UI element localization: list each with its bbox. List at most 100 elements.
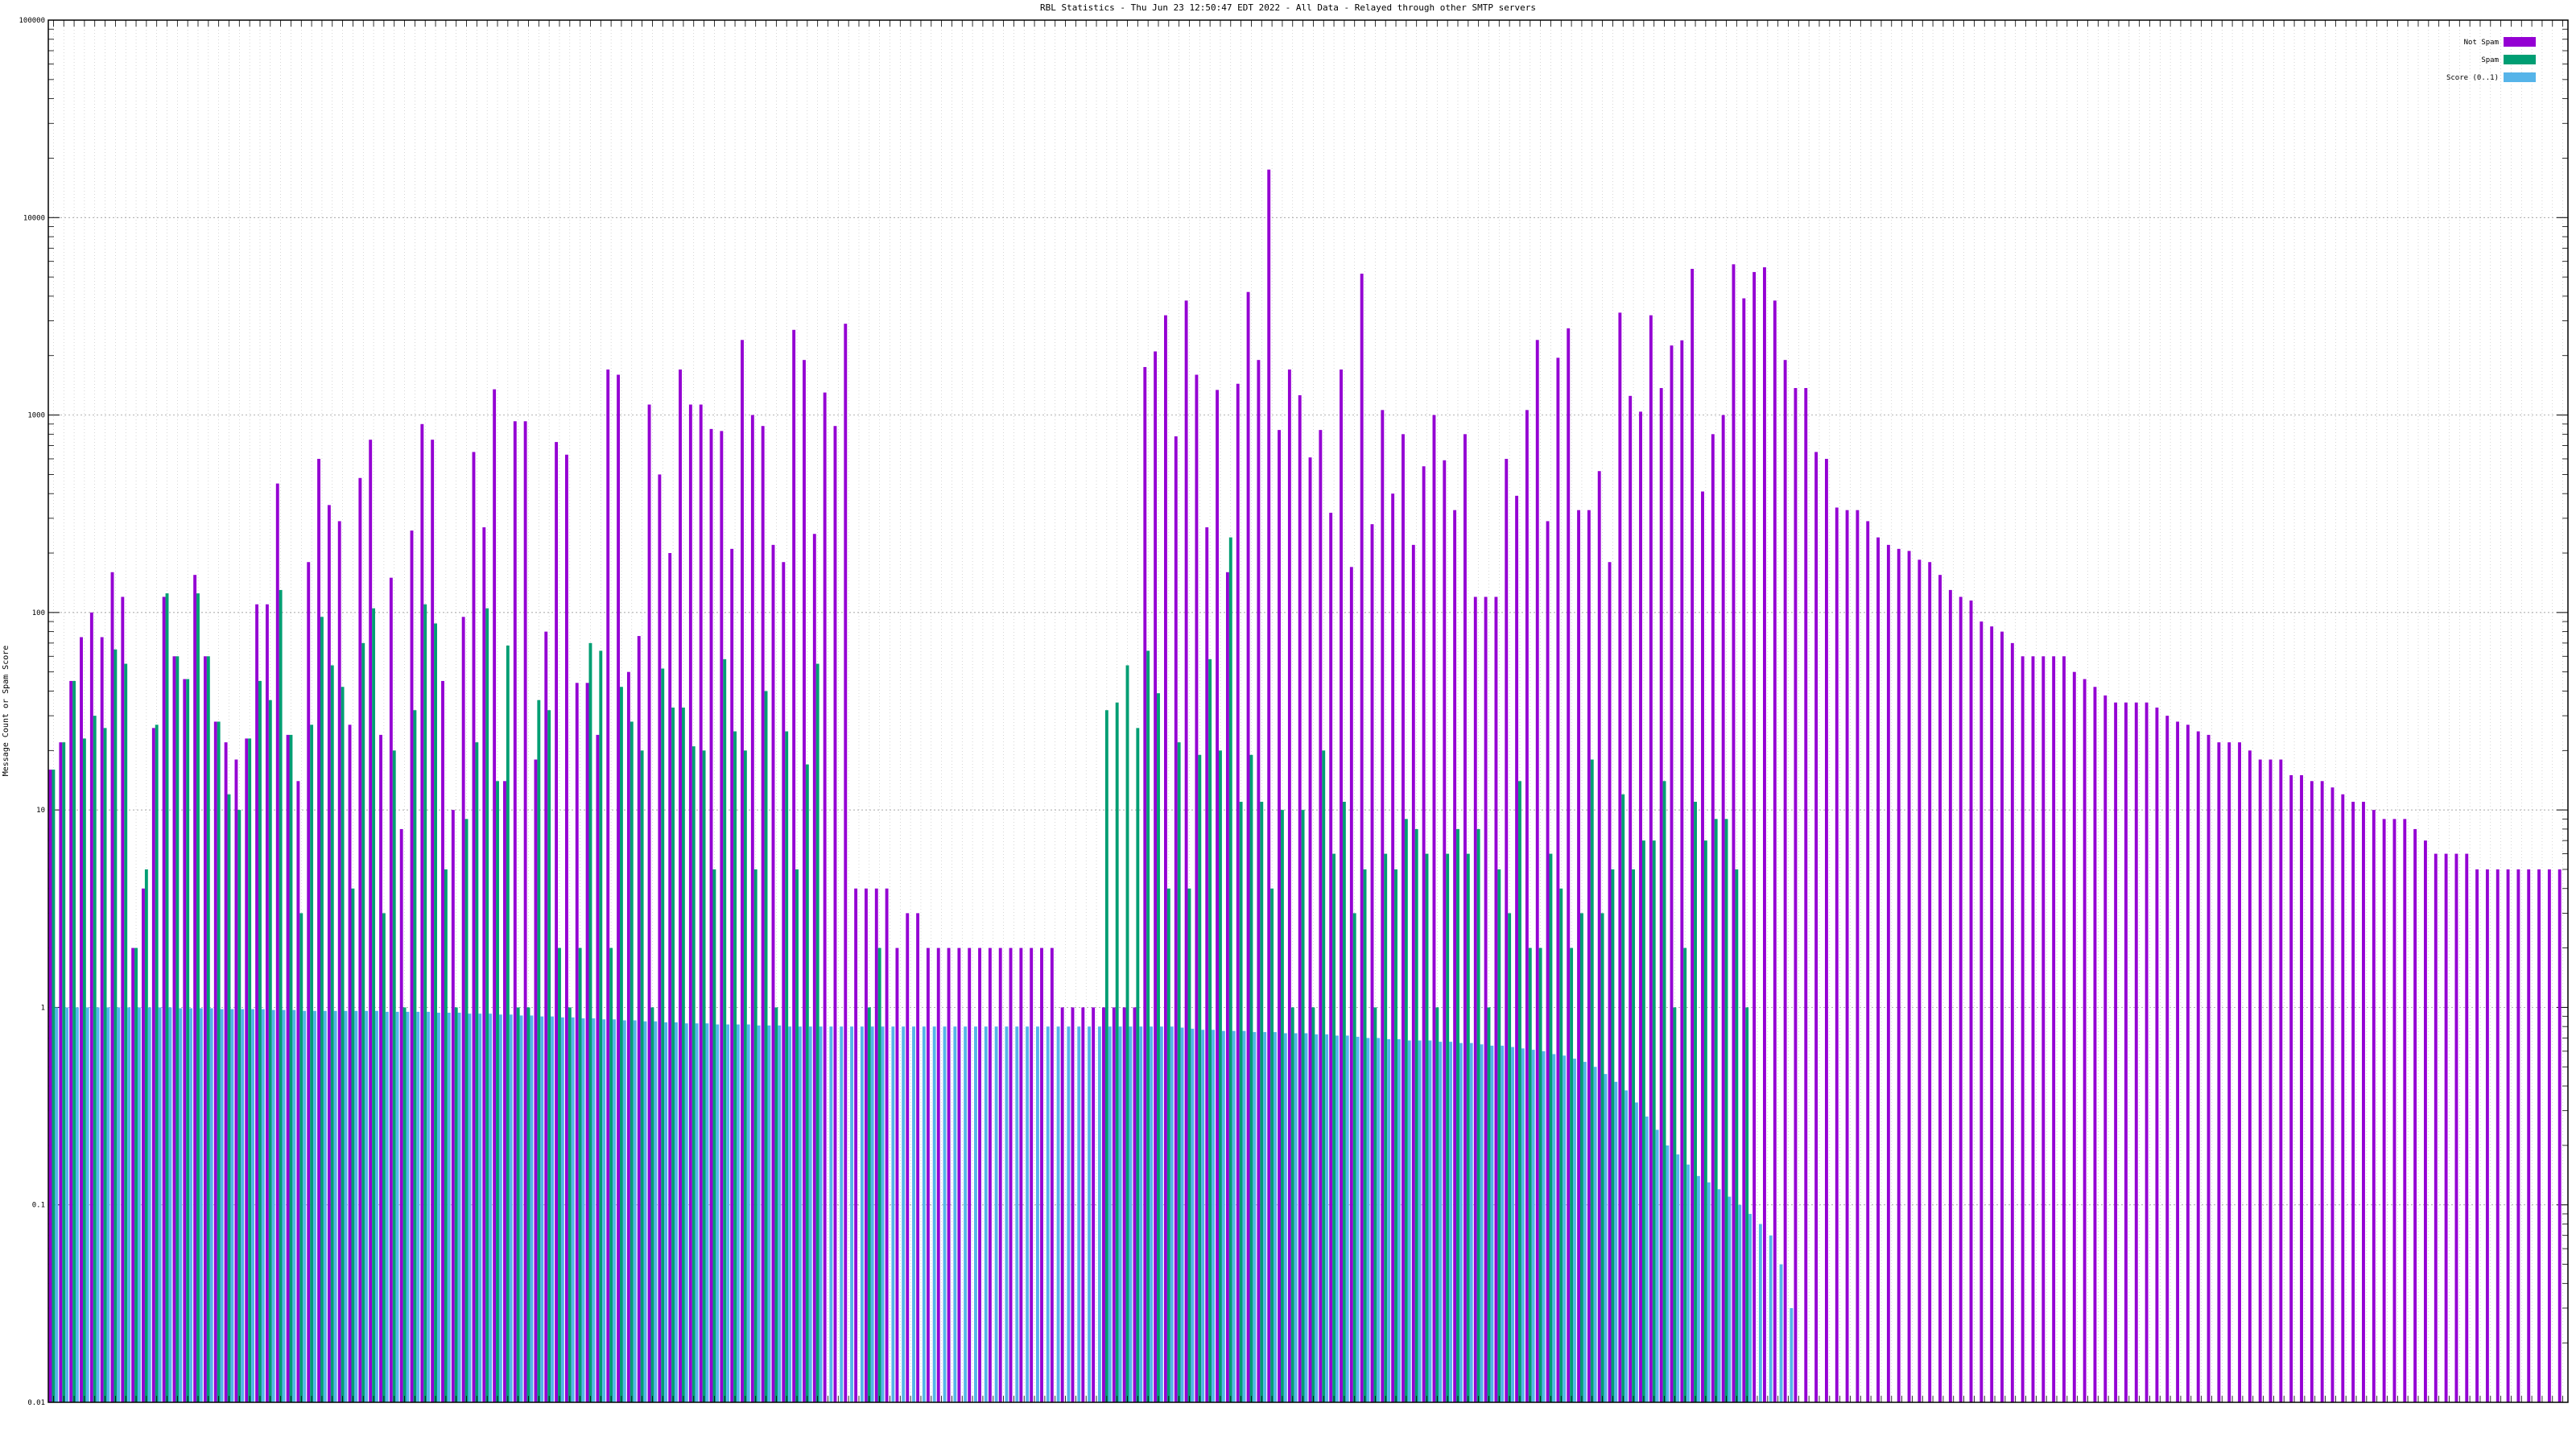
bar-score-0-1 <box>1758 1224 1762 1402</box>
bar-score-0-1 <box>530 1015 534 1402</box>
bar-score-0-1 <box>1573 1059 1576 1402</box>
bar-not-spam <box>771 544 775 1402</box>
bar-not-spam <box>1267 169 1271 1402</box>
bar-score-0-1 <box>1315 1034 1319 1402</box>
bar-not-spam <box>441 680 444 1402</box>
bar-not-spam <box>80 637 83 1402</box>
bar-not-spam <box>555 442 559 1402</box>
bar-not-spam <box>2176 721 2180 1402</box>
bar-score-0-1 <box>1221 1030 1225 1402</box>
bar-spam <box>1322 750 1326 1402</box>
bar-series <box>48 169 2562 1403</box>
bar-not-spam <box>1360 273 1364 1402</box>
bar-spam <box>516 1007 520 1402</box>
plot-frame <box>47 19 2569 1403</box>
bar-not-spam <box>926 947 930 1402</box>
bar-not-spam <box>399 828 403 1402</box>
bar-not-spam <box>2527 869 2531 1402</box>
bar-score-0-1 <box>602 1019 606 1402</box>
bar-score-0-1 <box>1748 1213 1752 1402</box>
bar-not-spam <box>1184 300 1188 1403</box>
bar-score-0-1 <box>1655 1129 1659 1402</box>
bar-not-spam <box>100 637 104 1402</box>
bar-not-spam <box>2537 869 2541 1402</box>
bar-not-spam <box>1732 264 1736 1402</box>
bar-not-spam <box>1938 575 1942 1402</box>
bar-not-spam <box>741 340 744 1402</box>
bar-not-spam <box>730 548 734 1403</box>
bar-score-0-1 <box>1139 1026 1143 1402</box>
bar-not-spam <box>1122 1007 1126 1402</box>
bar-spam <box>62 742 66 1402</box>
bar-not-spam <box>2516 869 2520 1402</box>
bar-spam <box>279 589 283 1402</box>
bar-score-0-1 <box>1212 1030 1215 1402</box>
bar-not-spam <box>874 888 878 1402</box>
bar-score-0-1 <box>498 1014 502 1402</box>
bar-score-0-1 <box>643 1021 647 1402</box>
bar-score-0-1 <box>76 1007 79 1402</box>
bar-score-0-1 <box>746 1024 750 1402</box>
bar-not-spam <box>1463 434 1467 1402</box>
bar-not-spam <box>420 423 424 1402</box>
bar-not-spam <box>1473 597 1477 1402</box>
bar-spam <box>1673 1007 1677 1402</box>
bar-score-0-1 <box>313 1010 316 1402</box>
bar-not-spam <box>1608 562 1612 1402</box>
bar-spam <box>434 623 437 1402</box>
bar-spam <box>774 1007 778 1402</box>
bar-not-spam <box>1701 491 1704 1402</box>
bar-spam <box>310 724 314 1402</box>
bar-not-spam <box>2083 679 2087 1402</box>
bar-not-spam <box>2217 742 2221 1402</box>
legend-label: Not Spam <box>2464 39 2499 47</box>
bar-not-spam <box>2145 702 2149 1402</box>
bar-spam <box>712 869 716 1402</box>
bar-spam <box>1187 888 1191 1402</box>
bar-score-0-1 <box>1769 1235 1773 1402</box>
bar-not-spam <box>1092 1007 1096 1402</box>
bar-score-0-1 <box>881 1026 885 1402</box>
bar-score-0-1 <box>241 1009 245 1402</box>
bar-spam <box>248 738 252 1402</box>
bar-not-spam <box>461 617 465 1402</box>
bar-spam <box>1508 913 1512 1402</box>
bar-not-spam <box>2165 716 2169 1402</box>
bar-score-0-1 <box>850 1026 853 1402</box>
bar-not-spam <box>1567 328 1571 1403</box>
bar-not-spam <box>998 947 1002 1402</box>
bar-not-spam <box>296 781 300 1402</box>
bar-spam <box>1136 728 1140 1402</box>
bar-score-0-1 <box>1253 1032 1257 1402</box>
bar-spam <box>1301 810 1305 1402</box>
bar-spam <box>1466 853 1470 1402</box>
bar-score-0-1 <box>1387 1038 1391 1402</box>
bar-score-0-1 <box>323 1010 327 1402</box>
bar-spam <box>402 1007 407 1402</box>
bar-score-0-1 <box>282 1009 286 1402</box>
bar-not-spam <box>2062 656 2066 1402</box>
bar-score-0-1 <box>1274 1032 1277 1402</box>
bar-score-0-1 <box>1108 1026 1112 1402</box>
bar-not-spam <box>337 521 341 1402</box>
bar-score-0-1 <box>292 1009 296 1402</box>
bar-score-0-1 <box>1511 1046 1514 1402</box>
bar-score-0-1 <box>1439 1042 1443 1402</box>
bar-score-0-1 <box>168 1007 172 1402</box>
bar-spam <box>320 617 324 1402</box>
bar-score-0-1 <box>1593 1067 1597 1402</box>
bar-spam <box>1311 1007 1315 1402</box>
bar-score-0-1 <box>127 1007 131 1402</box>
bar-not-spam <box>1876 537 1880 1403</box>
y-axis-ticks: 0.01 0.1 1 10 100 1000 10000 100000 <box>19 17 2568 1407</box>
bar-not-spam <box>916 913 920 1402</box>
bar-score-0-1 <box>406 1011 410 1402</box>
bar-score-0-1 <box>622 1020 626 1402</box>
bar-not-spam <box>2465 853 2469 1402</box>
bar-score-0-1 <box>1521 1048 1525 1402</box>
bar-score-0-1 <box>344 1010 348 1402</box>
bar-not-spam <box>647 404 651 1403</box>
bar-not-spam <box>1587 510 1591 1402</box>
bar-spam <box>124 663 128 1402</box>
bar-spam <box>1518 781 1521 1402</box>
